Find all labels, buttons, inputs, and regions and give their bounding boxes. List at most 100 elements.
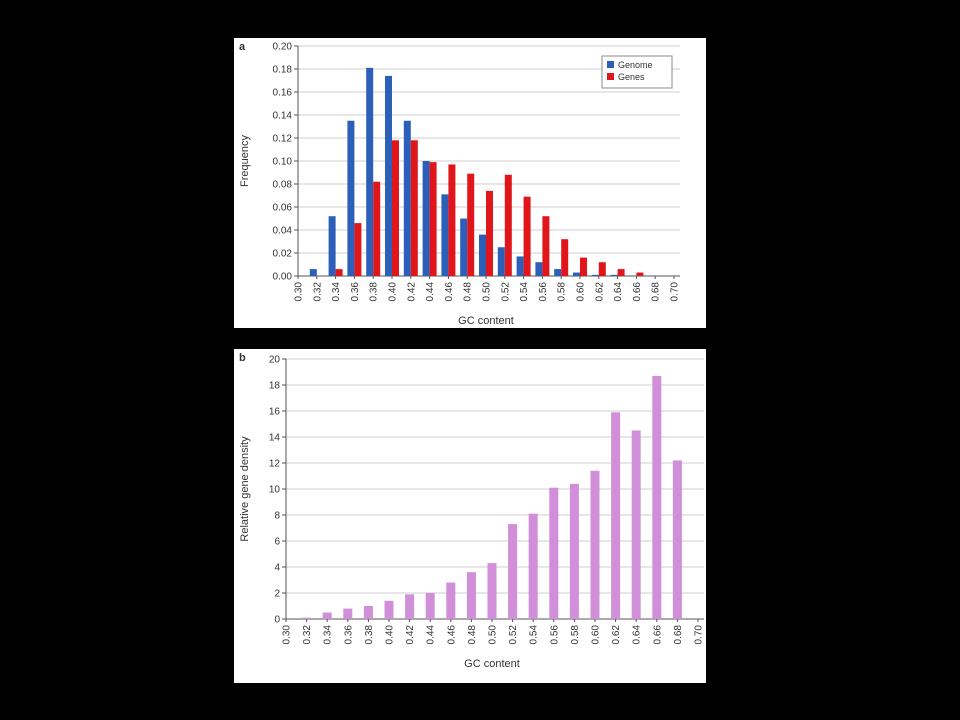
x-tick-label: 0.44	[425, 282, 436, 302]
bar-genes	[335, 269, 343, 276]
bar-density	[466, 572, 476, 619]
x-tick-label: 0.42	[405, 625, 416, 645]
x-tick-label: 0.58	[570, 625, 581, 645]
x-tick-label: 0.64	[632, 625, 643, 645]
bar-density	[425, 593, 435, 619]
y-tick-label: 14	[269, 433, 281, 444]
bar-genes	[410, 140, 418, 276]
bar-genes	[580, 257, 587, 276]
bar-genome	[479, 234, 486, 276]
y-tick-label: 0.20	[273, 42, 293, 53]
bar-density	[672, 460, 682, 619]
x-tick-label: 0.70	[670, 282, 681, 302]
bar-density	[652, 375, 662, 619]
x-tick-label: 0.30	[282, 625, 293, 645]
y-tick-label: 0	[274, 615, 280, 626]
y-tick-label: 0.14	[273, 111, 293, 122]
bar-density	[322, 612, 332, 619]
legend-swatch-genes	[607, 73, 614, 80]
y-tick-label: 0.06	[273, 203, 293, 214]
bar-genome	[403, 120, 411, 276]
x-tick-label: 0.62	[611, 625, 622, 645]
bar-genes	[373, 181, 381, 276]
x-tick-label: 0.68	[651, 282, 662, 302]
bar-genes	[486, 190, 493, 276]
y-tick-label: 18	[269, 381, 281, 392]
bar-genes	[429, 162, 437, 276]
x-tick-label: 0.56	[549, 625, 560, 645]
x-tick-label: 0.58	[557, 282, 568, 302]
x-tick-label: 0.46	[446, 625, 457, 645]
x-tick-label: 0.48	[463, 282, 474, 302]
x-tick-label: 0.52	[500, 282, 511, 302]
legend-label-genes: Genes	[618, 72, 645, 82]
bar-density	[487, 563, 497, 619]
bar-genome	[347, 120, 355, 276]
chart-panel-b: 0 2 4 6 8 10 12 14 16 18 20 0.30 0.32 0.34 0.36 0.38 0.4…	[234, 349, 706, 683]
x-tick-label: 0.40	[388, 282, 399, 302]
bar-density	[611, 412, 621, 619]
bar-density	[384, 600, 394, 619]
y-tick-label: 10	[269, 485, 281, 496]
x-tick-label: 0.50	[488, 625, 499, 645]
bar-genes	[467, 173, 475, 276]
x-tick-label: 0.50	[482, 282, 493, 302]
x-tick-label: 0.38	[369, 282, 380, 302]
bar-genome	[573, 272, 580, 276]
y-tick-label: 6	[274, 537, 280, 548]
y-axis-label: Relative gene density	[239, 436, 251, 542]
bar-genes	[354, 223, 362, 276]
x-axis-label: GC content	[458, 315, 514, 327]
bar-genes	[542, 216, 550, 276]
panel-label: a	[239, 41, 246, 53]
gene-density-chart: 0 2 4 6 8 10 12 14 16 18 20 0.30 0.32 0.34 0.36 0.38 0.4…	[239, 352, 705, 670]
x-tick-label: 0.48	[467, 625, 478, 645]
x-tick-label: 0.30	[294, 282, 305, 302]
x-tick-label: 0.36	[343, 625, 354, 645]
x-tick-label: 0.36	[350, 282, 361, 302]
legend-swatch-genome	[607, 61, 614, 68]
panel-label: b	[239, 352, 246, 364]
bar-density	[590, 470, 600, 619]
x-tick-label: 0.40	[385, 625, 396, 645]
bar-density	[508, 524, 518, 619]
x-tick-label: 0.70	[694, 625, 705, 645]
x-tick-label: 0.34	[323, 625, 334, 645]
x-axis-label: GC content	[464, 658, 520, 670]
bar-density	[405, 594, 415, 619]
bar-genome	[591, 274, 599, 276]
bar-density	[302, 617, 312, 619]
y-tick-label: 0.12	[273, 134, 293, 145]
y-tick-label: 0.16	[273, 88, 293, 99]
bar-density	[569, 483, 579, 619]
y-tick-label: 4	[274, 563, 280, 574]
x-tick-label: 0.54	[529, 625, 540, 645]
x-tick-label: 0.66	[632, 282, 643, 302]
bar-genes	[504, 174, 512, 276]
legend-label-genome: Genome	[618, 60, 653, 70]
bar-density	[631, 430, 641, 619]
y-tick-label: 0.10	[273, 157, 293, 168]
x-tick-label: 0.68	[673, 625, 684, 645]
y-tick-label: 20	[269, 355, 281, 366]
bar-genome	[309, 269, 317, 276]
x-tick-label: 0.32	[302, 625, 313, 645]
bar-genome	[328, 216, 336, 276]
bar-genes	[636, 272, 644, 276]
bar-density	[343, 608, 353, 619]
bar-density	[528, 513, 538, 619]
x-tick-label: 0.44	[426, 625, 437, 645]
x-tick-label: 0.56	[538, 282, 549, 302]
y-tick-label: 16	[269, 407, 281, 418]
y-tick-label: 8	[274, 511, 280, 522]
y-tick-label: 0.08	[273, 180, 293, 191]
bar-density	[549, 487, 559, 619]
bar-genome	[385, 75, 392, 277]
y-tick-label: 12	[269, 459, 281, 470]
bar-genome	[460, 218, 468, 276]
bar-genes	[448, 164, 456, 276]
x-tick-label: 0.60	[576, 282, 587, 302]
bar-genome	[554, 269, 562, 276]
y-axis-label: Frequency	[239, 135, 251, 187]
bar-density	[363, 606, 373, 619]
